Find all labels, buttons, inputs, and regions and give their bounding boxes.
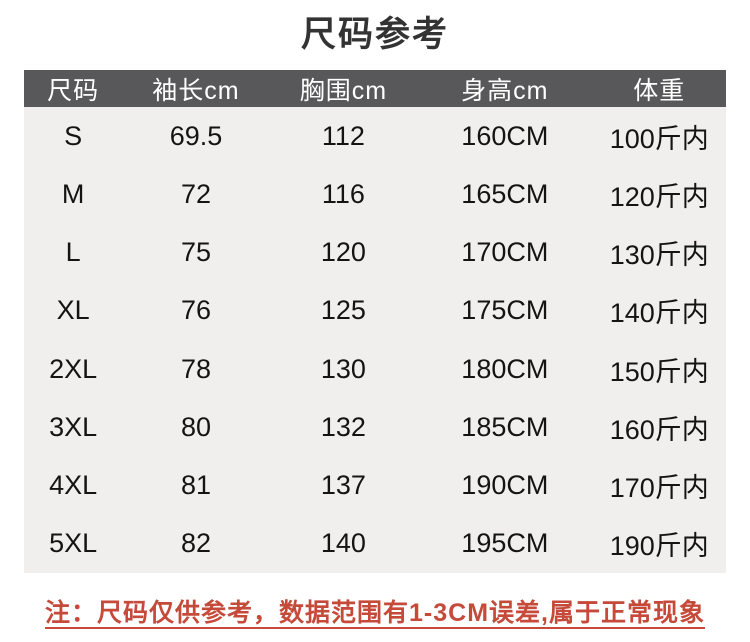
column-header-4: 体重 [633,76,686,105]
table-row: L 75 120 170CM 130斤内 [24,224,726,282]
table-cell: 180CM [461,353,549,384]
table-cell: 69.5 [169,120,223,151]
table-cell: 4XL [49,470,98,501]
table-cell: 2XL [49,353,98,384]
table-body: S 69.5 112 160CM 100斤内 M 72 116 165CM 120斤内 L 75 120… [24,107,726,573]
table-cell: 5XL [49,528,98,559]
table-cell: 160斤内 [609,414,709,445]
size-table: 尺码 袖长cm 胸围cm 身高cm 体重 S 69.5 112 160CM 100斤内 M 72 11… [24,70,726,573]
table-row: 4XL 81 137 190CM 170斤内 [24,457,726,515]
table-cell: 78 [180,353,211,384]
table-cell: 190CM [461,470,549,501]
table-cell: L [65,237,81,268]
table-cell: 140 [320,528,366,559]
column-header-0: 尺码 [47,76,100,105]
table-row: 5XL 82 140 195CM 190斤内 [24,515,726,573]
table-cell: 170CM [461,237,549,268]
table-cell: XL [56,295,90,326]
table-cell: 120 [320,237,366,268]
table-cell: 140斤内 [609,298,709,329]
table-cell: 75 [180,237,211,268]
table-cell: 137 [320,470,366,501]
table-cell: 190斤内 [609,531,709,562]
column-header-2: 胸围cm [299,76,388,105]
table-cell: 175CM [461,295,549,326]
table-cell: 112 [321,120,365,151]
table-cell: 195CM [461,528,549,559]
table-row: 2XL 78 130 180CM 150斤内 [24,340,726,398]
table-row: M 72 116 165CM 120斤内 [24,165,726,223]
table-cell: 130斤内 [609,240,709,271]
page-title: 尺码参考 [300,15,449,54]
table-cell: 116 [321,178,365,209]
table-cell: 120斤内 [609,181,709,212]
table-cell: M [61,178,85,209]
table-cell: 125 [320,295,366,326]
table-cell: 132 [320,411,366,442]
table-row: 3XL 80 132 185CM 160斤内 [24,398,726,456]
table-cell: S [64,120,83,151]
table-cell: 170斤内 [609,473,709,504]
table-header-row: 尺码 袖长cm 胸围cm 身高cm 体重 [24,70,726,107]
table-cell: 81 [180,470,211,501]
table-cell: 3XL [49,411,98,442]
table-cell: 82 [180,528,211,559]
table-cell: 76 [180,295,211,326]
table-cell: 185CM [461,411,549,442]
table-cell: 100斤内 [609,123,709,154]
table-cell: 130 [320,353,366,384]
table-row: S 69.5 112 160CM 100斤内 [24,107,726,165]
table-cell: 80 [180,411,211,442]
table-cell: 165CM [461,178,549,209]
table-cell: 72 [180,178,211,209]
table-cell: 150斤内 [609,356,709,387]
column-header-1: 袖长cm [152,76,240,105]
table-row: XL 76 125 175CM 140斤内 [24,282,726,340]
table-cell: 160CM [461,120,549,151]
column-header-3: 身高cm [461,76,549,105]
size-note-text: 注：尺码仅供参考，数据范围有1-3CM误差,属于正常现象 [45,599,705,627]
